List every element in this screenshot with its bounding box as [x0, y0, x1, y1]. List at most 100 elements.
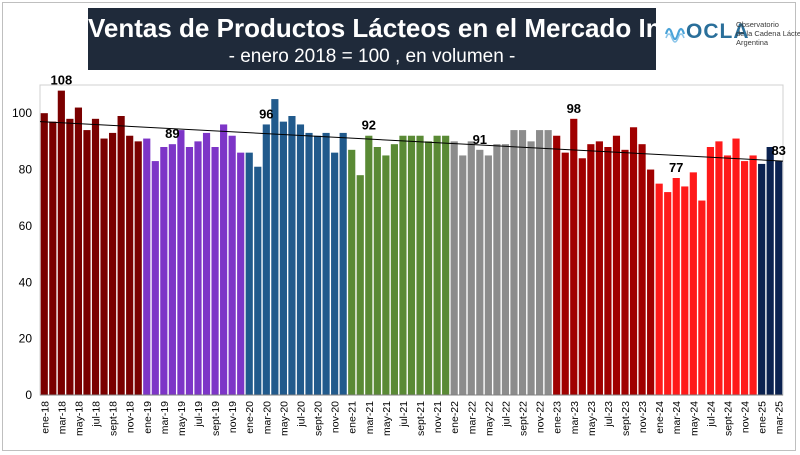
- bar-nov-19: [228, 135, 236, 396]
- x-tick-label: sept-21: [415, 401, 427, 436]
- x-tick-label: may-20: [278, 401, 290, 436]
- data-label: 98: [567, 101, 581, 116]
- x-tick-label: nov-20: [330, 401, 342, 433]
- data-label: 77: [669, 160, 683, 175]
- x-tick-label: mar-22: [466, 401, 478, 434]
- bar-ago-18: [100, 138, 108, 396]
- x-tick-label: sept-19: [210, 401, 222, 436]
- x-tick-label: may-24: [688, 401, 700, 436]
- x-tick-label: may-19: [176, 401, 188, 436]
- bar-may-18: [74, 107, 83, 396]
- bar-jul-19: [194, 141, 202, 395]
- bar-oct-20: [322, 132, 330, 395]
- bar-mar-25: [775, 161, 783, 395]
- bar-ago-20: [305, 132, 313, 395]
- x-tick-label: nov-21: [432, 401, 444, 433]
- bar-ene-23: [553, 135, 561, 396]
- x-tick-label: ene-25: [757, 401, 769, 434]
- x-tick-label: sept-24: [723, 401, 735, 436]
- x-tick-label: jul-22: [500, 401, 512, 428]
- bar-ene-21: [348, 149, 356, 395]
- bar-may-22: [484, 155, 492, 395]
- bar-nov-20: [331, 152, 339, 395]
- x-tick-label: sept-20: [313, 401, 325, 436]
- x-tick-label: jul-23: [603, 401, 615, 428]
- bar-nov-23: [638, 144, 646, 395]
- bar-oct-21: [424, 141, 433, 395]
- x-tick-label: jul-24: [705, 401, 717, 428]
- x-tick-label: ene-18: [39, 401, 51, 434]
- bar-mar-18: [57, 90, 65, 395]
- bar-ene-20: [245, 152, 253, 395]
- bar-feb-25: [766, 147, 774, 395]
- logo-tagline: Observatorio de la Cadena Láctea Argenti…: [736, 20, 800, 47]
- x-tick-label: ene-19: [142, 401, 154, 434]
- bar-oct-18: [117, 116, 125, 395]
- bar-sept-20: [313, 135, 322, 396]
- bar-feb-23: [561, 152, 569, 395]
- x-tick-label: mar-20: [261, 401, 273, 434]
- logo-tagline-1: Observatorio: [736, 20, 779, 29]
- bar-jun-24: [698, 200, 706, 395]
- bar-dic-20: [339, 132, 347, 395]
- bar-ago-22: [510, 130, 518, 395]
- bar-mar-23: [570, 118, 578, 395]
- data-label: 83: [771, 143, 785, 158]
- bar-feb-22: [459, 155, 467, 395]
- bar-jun-22: [493, 144, 501, 395]
- x-tick-label: jul-20: [296, 401, 308, 428]
- bar-jul-20: [296, 124, 305, 395]
- bar-jun-19: [185, 147, 194, 395]
- bar-jun-18: [83, 130, 91, 395]
- bar-ene-25: [758, 163, 766, 395]
- bar-jul-22: [501, 144, 510, 395]
- y-tick-label: 60: [19, 219, 33, 233]
- bar-oct-24: [732, 138, 740, 396]
- x-tick-label: ene-22: [449, 401, 461, 434]
- x-tick-label: ene-20: [244, 401, 256, 434]
- x-tick-label: may-23: [586, 401, 598, 436]
- bar-oct-23: [629, 127, 638, 396]
- chart-subtitle: - enero 2018 = 100 , en volumen -: [228, 46, 516, 67]
- bar-jul-21: [399, 135, 407, 396]
- bar-jun-20: [288, 116, 296, 395]
- bar-jul-18: [91, 118, 100, 395]
- bar-ene-22: [450, 141, 458, 395]
- bar-dic-19: [237, 152, 245, 395]
- x-tick-label: nov-18: [125, 401, 137, 433]
- logo-tagline-3: Argentina: [736, 38, 769, 47]
- bar-sept-24: [723, 155, 732, 395]
- bar-sept-22: [518, 130, 527, 395]
- bar-abr-22: [476, 149, 484, 395]
- bar-nov-24: [740, 161, 749, 395]
- bar-feb-24: [664, 192, 672, 395]
- bar-sept-19: [211, 147, 219, 395]
- x-tick-label: jul-19: [193, 401, 205, 428]
- bar-nov-21: [433, 135, 441, 396]
- bar-nov-18: [126, 135, 134, 396]
- bar-jun-23: [595, 141, 603, 395]
- bar-mar-19: [160, 147, 168, 395]
- bar-oct-19: [220, 124, 228, 395]
- data-label: 108: [51, 73, 73, 88]
- logo-name: OCLA: [686, 20, 750, 43]
- bar-sept-23: [621, 149, 629, 395]
- title-banner: Ventas de Productos Lácteos en el Mercad…: [88, 8, 727, 70]
- bar-abr-21: [373, 147, 381, 395]
- y-tick-label: 40: [19, 275, 33, 289]
- bar-nov-22: [536, 130, 544, 395]
- bar-ene-24: [655, 183, 663, 395]
- x-tick-label: mar-21: [364, 401, 376, 434]
- data-label: 96: [259, 107, 273, 122]
- bar-dic-22: [544, 130, 552, 395]
- bar-dic-21: [442, 135, 450, 396]
- trend-line: [39, 121, 784, 162]
- bar-feb-19: [151, 161, 159, 395]
- bar-dic-23: [647, 169, 655, 395]
- bar-ene-18: [40, 113, 48, 396]
- x-tick-label: jul-18: [91, 401, 103, 428]
- y-tick-label: 20: [19, 332, 33, 346]
- y-tick-label: 100: [12, 106, 32, 120]
- bar-ago-19: [202, 132, 211, 395]
- x-tick-label: mar-19: [159, 401, 171, 434]
